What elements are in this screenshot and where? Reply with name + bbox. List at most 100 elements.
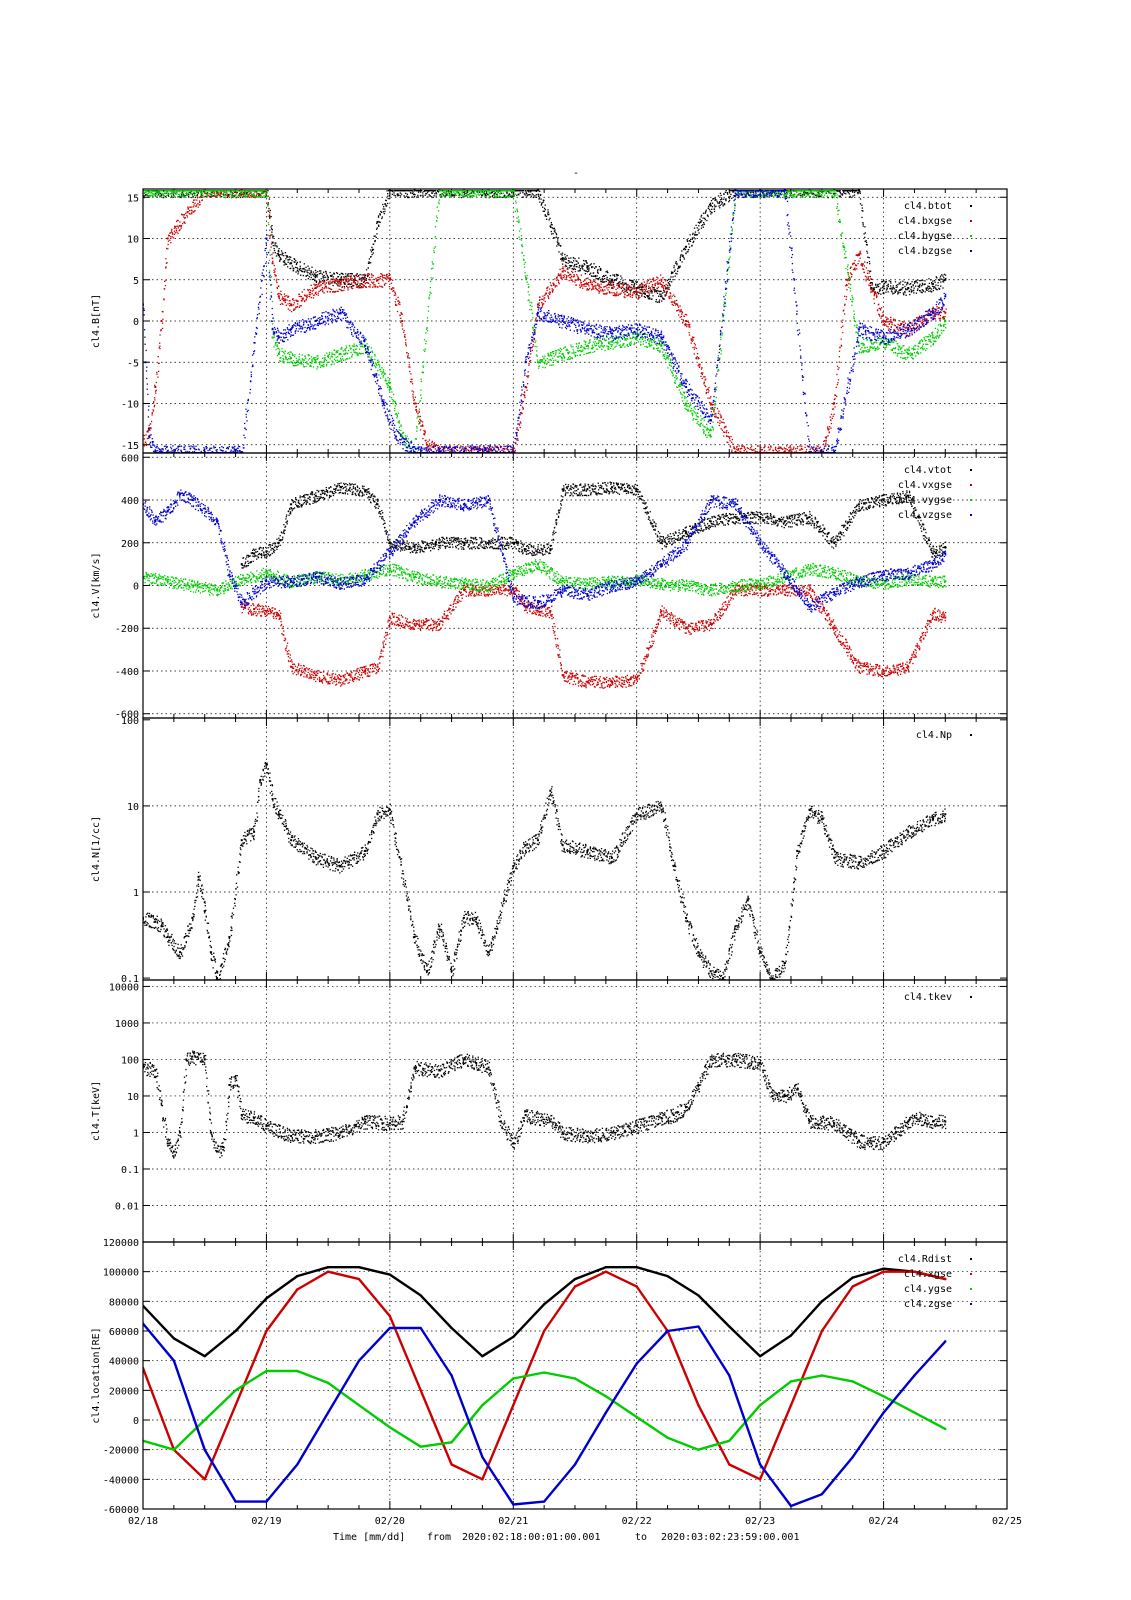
scatter-dot (719, 422, 721, 424)
scatter-dot (477, 446, 479, 448)
scatter-dot (184, 195, 186, 197)
scatter-dot (828, 192, 830, 194)
scatter-dot (191, 212, 193, 214)
scatter-dot (334, 279, 337, 281)
scatter-dot (921, 315, 923, 317)
scatter-dot (676, 264, 678, 266)
scatter-dot (172, 196, 174, 198)
scatter-dot (362, 274, 365, 276)
scatter-dot (796, 196, 798, 198)
scatter-dot (367, 282, 370, 285)
scatter-dot (701, 372, 703, 374)
scatter-dot (545, 293, 548, 295)
scatter-dot (923, 320, 925, 323)
scatter-dot (770, 446, 772, 448)
scatter-dot (322, 275, 324, 277)
scatter-dot (859, 192, 861, 195)
scatter-dot (437, 444, 439, 447)
scatter-dot (299, 305, 301, 307)
scatter-dot (191, 206, 193, 208)
scatter-dot (568, 275, 570, 277)
scatter-dot (550, 221, 553, 224)
scatter-dot (728, 197, 731, 199)
scatter-dot (199, 203, 201, 206)
scatter-dot (405, 339, 407, 341)
scatter-dot (491, 196, 494, 198)
scatter-dot (546, 287, 549, 289)
scatter-dot (704, 212, 706, 214)
scatter-dot (596, 271, 599, 273)
scatter-dot (233, 195, 235, 197)
scatter-dot (897, 323, 899, 326)
scatter-dot (895, 289, 897, 291)
scatter-dot (602, 293, 605, 295)
scatter-dot (897, 292, 900, 294)
scatter-dot (920, 322, 923, 324)
scatter-dot (296, 270, 299, 272)
scatter-dot (303, 263, 306, 265)
scatter-dot (371, 249, 374, 251)
scatter-dot (468, 450, 470, 452)
scatter-dot (684, 248, 687, 251)
scatter-dot (584, 260, 586, 262)
scatter-dot (281, 252, 283, 254)
scatter-dot (617, 287, 619, 289)
scatter-dot (586, 289, 588, 291)
scatter-dot (605, 285, 607, 287)
scatter-dot (694, 346, 696, 348)
scatter-dot (291, 265, 294, 267)
scatter-dot (660, 283, 662, 285)
scatter-dot (705, 378, 707, 380)
scatter-dot (267, 190, 269, 192)
scatter-dot (899, 289, 901, 291)
scatter-dot (729, 438, 731, 440)
scatter-dot (675, 303, 678, 306)
scatter-dot (915, 281, 917, 283)
scatter-dot (550, 230, 552, 233)
scatter-dot (575, 263, 578, 265)
scatter-dot (854, 267, 856, 269)
scatter-dot (733, 446, 735, 448)
scatter-dot (865, 243, 868, 246)
scatter-dot (363, 277, 365, 279)
scatter-dot (579, 265, 581, 267)
scatter-dot (240, 194, 243, 196)
scatter-dot (842, 319, 844, 321)
scatter-dot (395, 304, 397, 307)
scatter-dot (704, 376, 706, 378)
scatter-dot (704, 379, 706, 381)
scatter-dot (167, 243, 169, 246)
scatter-dot (209, 193, 211, 195)
scatter-dot (734, 194, 736, 197)
scatter-dot (288, 259, 290, 261)
scatter-dot (824, 436, 827, 438)
scatter-dot (401, 313, 403, 316)
scatter-dot (646, 295, 648, 297)
scatter-dot (699, 363, 701, 366)
scatter-dot (184, 222, 186, 224)
scatter-dot (939, 275, 942, 277)
scatter-dot (315, 291, 317, 293)
scatter-dot (313, 278, 315, 280)
scatter-dot (539, 190, 541, 193)
scatter-dot (194, 202, 196, 204)
scatter-dot (376, 279, 378, 281)
scatter-dot (864, 275, 867, 277)
scatter-dot (850, 190, 852, 192)
scatter-dot (831, 408, 834, 410)
scatter-dot (654, 284, 656, 286)
scatter-dot (693, 336, 695, 339)
scatter-dot (592, 266, 594, 268)
scatter-dot (603, 275, 605, 277)
scatter-dot (618, 285, 621, 287)
scatter-dot (470, 449, 472, 452)
scatter-dot (666, 279, 669, 282)
scatter-dot (393, 194, 395, 196)
scatter-dot (570, 277, 572, 279)
scatter-dot (658, 301, 660, 304)
scatter-dot (192, 196, 194, 198)
scatter-dot (899, 291, 901, 294)
scatter-dot (383, 284, 386, 286)
scatter-dot (891, 288, 893, 291)
scatter-dot (562, 260, 565, 262)
